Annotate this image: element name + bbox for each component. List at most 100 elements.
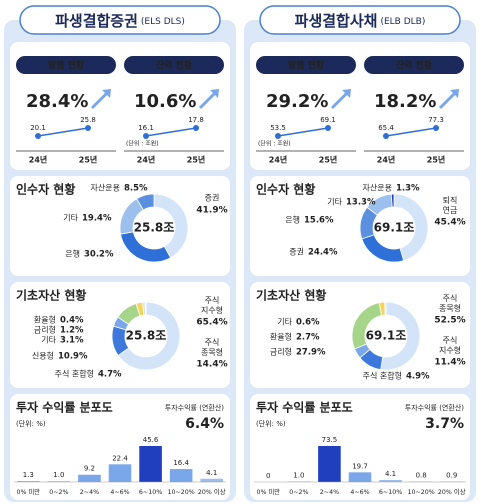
segment-name: 기타 <box>277 318 292 327</box>
growth-line <box>37 127 89 137</box>
return-bar <box>139 446 162 482</box>
growth-line <box>145 127 197 137</box>
donut-segment <box>390 193 395 208</box>
segment-name: 기타 <box>63 214 78 223</box>
return-bar <box>200 478 223 482</box>
title-note: (ELB DLB) <box>380 17 425 27</box>
segment-value: 0.4% <box>60 316 84 326</box>
bar-value: 45.6 <box>143 436 159 444</box>
title-pill <box>259 5 461 35</box>
return-bar <box>379 479 402 482</box>
growth-dot <box>193 125 199 131</box>
growth-change: 29.2% <box>266 91 328 112</box>
bin-label: 0% 미만 <box>16 487 40 496</box>
growth-header <box>16 56 116 74</box>
bar-value: 4.1 <box>385 470 396 478</box>
year-label: 24년 <box>269 155 288 165</box>
segment-name: 기타 <box>41 336 56 345</box>
return-bar <box>47 481 71 482</box>
segment-value: 13.3% <box>346 198 376 208</box>
year-label: 24년 <box>29 155 48 165</box>
growth-line <box>385 127 437 137</box>
growth-arrow <box>330 90 350 110</box>
growth-dot <box>275 133 281 139</box>
segment-name: 은행 <box>65 249 80 259</box>
bar-value: 9.2 <box>84 465 95 473</box>
bar-value: 1.0 <box>53 471 64 479</box>
bin-label: 6~10% <box>379 489 402 496</box>
rate-label: 투자수익률 (연환산) <box>405 403 464 412</box>
segment-name: 자산운용 <box>363 183 392 193</box>
segment-value: 11.4% <box>434 358 465 368</box>
growth-header <box>364 56 464 74</box>
bin-label: 2~4% <box>80 489 99 496</box>
year-label: 25년 <box>79 155 98 165</box>
segment-name: 증권 <box>205 193 220 203</box>
growth-arrow <box>198 90 218 110</box>
unit-note: (단위: %) <box>256 419 286 428</box>
growth-value: 65.4 <box>378 124 394 132</box>
growth-arrow-head <box>210 89 219 98</box>
bin-label: 0% 미만 <box>256 487 280 496</box>
segment-value: 4.7% <box>98 370 122 380</box>
donut-segment <box>384 301 387 316</box>
bar-value: 16.4 <box>173 459 189 467</box>
bar-value: 0.9 <box>446 472 457 480</box>
donut-segment <box>136 193 155 211</box>
growth-line <box>277 127 329 137</box>
segment-value: 52.5% <box>434 316 465 326</box>
segment-name: 금리형 <box>270 348 292 357</box>
bin-label: 20% 이상 <box>198 487 226 496</box>
segment-value: 45.4% <box>434 218 465 228</box>
segment-value: 0.6% <box>296 318 320 328</box>
growth-arrow-head <box>450 89 459 98</box>
segment-name: 주식 혼합형 <box>363 371 402 381</box>
bin-label: 6~10% <box>139 489 162 496</box>
unit-note: (단위: %) <box>16 419 46 428</box>
donut-segment <box>117 301 181 371</box>
bin-label: 0~2% <box>49 489 68 496</box>
rate-value: 3.7% <box>425 416 464 432</box>
segment-value: 27.9% <box>296 348 326 358</box>
return-bar <box>318 446 341 482</box>
return-bar <box>169 469 193 482</box>
growth-label: 잔액 현황 <box>396 59 433 71</box>
growth-label: 발행 현황 <box>288 59 325 71</box>
year-label: 25년 <box>427 155 446 165</box>
bar-value: 0 <box>266 472 270 480</box>
rate-label: 투자수익률 (연환산) <box>165 403 224 412</box>
segment-name: 신용형 <box>32 352 54 361</box>
growth-value: 20.1 <box>30 124 46 132</box>
segment-name: 자산운용 <box>91 183 120 193</box>
title-note: (ELS DLS) <box>141 17 185 27</box>
bin-label: 0~2% <box>289 489 308 496</box>
donut-total: 69.1조 <box>366 329 407 343</box>
bin-label: 10~20% <box>407 489 434 496</box>
year-label: 25년 <box>319 155 338 165</box>
title-main: 파생결합사채 <box>295 12 378 30</box>
growth-value: 25.8 <box>80 116 96 124</box>
growth-dot <box>85 125 91 131</box>
year-label: 25년 <box>187 155 206 165</box>
return-bar <box>17 480 40 482</box>
segment-value: 1.3% <box>396 184 420 194</box>
growth-arrow <box>438 90 458 110</box>
returns-card <box>250 394 470 500</box>
bar-value: 0.8 <box>416 472 427 480</box>
segment-name: 증권 <box>289 247 304 257</box>
segment-name: 주식 종목형 <box>439 294 461 313</box>
unit-note: (단위 : 조원) <box>258 140 291 148</box>
growth-label: 발행 현황 <box>48 59 85 71</box>
segment-value: 1.2% <box>60 326 84 336</box>
segment-name: 주식 혼합형 <box>55 369 94 379</box>
section-title: 투자 수익률 분포도 <box>256 400 353 415</box>
growth-dot <box>325 125 331 131</box>
return-bar <box>108 464 132 482</box>
donut-segment <box>144 301 147 316</box>
segment-value: 2.7% <box>296 333 320 343</box>
growth-dot <box>383 133 389 139</box>
growth-header <box>256 56 356 74</box>
segment-value: 24.4% <box>308 248 338 258</box>
growth-arrow <box>90 90 110 110</box>
